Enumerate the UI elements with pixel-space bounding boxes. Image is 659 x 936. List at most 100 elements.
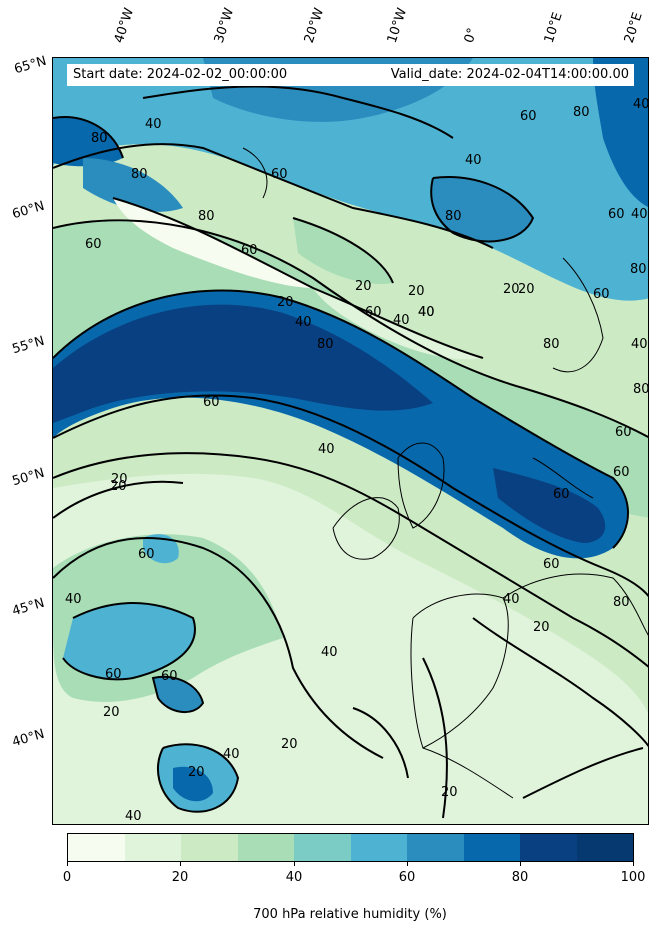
lat-label-60n: 60°N bbox=[10, 198, 47, 223]
humidity-map: 80 40 60 80 60 40 60 80 60 80 40 60 80 2… bbox=[53, 58, 649, 824]
contour-label: 20 bbox=[441, 785, 458, 800]
contour-label: 60 bbox=[608, 207, 625, 222]
lon-label-10w: 10°W bbox=[384, 6, 411, 45]
contour-label: 80 bbox=[198, 209, 215, 224]
map-panel: 80 40 60 80 60 40 60 80 60 80 40 60 80 2… bbox=[52, 57, 649, 825]
colorbar bbox=[67, 833, 634, 862]
colorbar-tickmark bbox=[67, 862, 68, 866]
start-date-text: Start date: 2024-02-02_00:00:00 bbox=[73, 67, 288, 82]
colorbar-swatch bbox=[463, 834, 520, 861]
contour-label: 40 bbox=[125, 809, 142, 824]
colorbar-swatch bbox=[181, 834, 238, 861]
contour-label: 20 bbox=[408, 284, 425, 299]
scandinavia-blue bbox=[593, 58, 648, 207]
contour-label: 20 bbox=[188, 765, 205, 780]
contour-label: 40 bbox=[418, 305, 435, 320]
colorbar-swatch bbox=[294, 834, 351, 861]
contour-label: 40 bbox=[503, 592, 520, 607]
contour-label-group: 80 40 60 80 60 40 60 80 60 80 40 60 80 2… bbox=[65, 97, 649, 824]
contour-label: 20 bbox=[277, 295, 294, 310]
colorbar-swatch bbox=[68, 834, 125, 861]
contour-label: 40 bbox=[393, 313, 410, 328]
lon-label-20w: 20°W bbox=[301, 6, 328, 45]
lon-label-20e: 20°E bbox=[621, 10, 646, 46]
lat-label-45n: 45°N bbox=[10, 595, 47, 620]
contour-label: 60 bbox=[161, 669, 178, 684]
colorbar-tick-label: 0 bbox=[62, 870, 72, 885]
contour-label: 80 bbox=[613, 595, 630, 610]
north-sea-blue bbox=[431, 177, 533, 242]
deep-blue-core bbox=[53, 304, 433, 423]
contour-lines bbox=[53, 85, 648, 819]
date-info-bar: Start date: 2024-02-02_00:00:00 Valid_da… bbox=[67, 64, 634, 86]
contour-label: 20 bbox=[103, 705, 120, 720]
iceland-blue bbox=[83, 158, 183, 212]
contour-label: 20 bbox=[503, 282, 520, 297]
north-green-patch bbox=[293, 218, 393, 284]
colorbar-tick-label: 40 bbox=[285, 870, 303, 885]
contour-label: 20 bbox=[355, 279, 372, 294]
atlantic-cyan-patch bbox=[63, 603, 195, 680]
contour-label: 60 bbox=[553, 487, 570, 502]
contour-label: 60 bbox=[241, 243, 258, 258]
colorbar-tickmark bbox=[294, 862, 295, 866]
contour-label: 80 bbox=[633, 382, 649, 397]
colorbar-tickmark bbox=[520, 862, 521, 866]
contour-label: 60 bbox=[613, 465, 630, 480]
lat-label-55n: 55°N bbox=[10, 333, 47, 358]
contour-label: 40 bbox=[631, 207, 648, 222]
contour-label: 80 bbox=[573, 105, 590, 120]
colorbar-tick-label: 100 bbox=[620, 870, 646, 885]
contour-label: 60 bbox=[271, 167, 288, 182]
coastlines bbox=[242, 147, 648, 799]
contour-label: 60 bbox=[203, 395, 220, 410]
contour-label: 20 bbox=[518, 282, 535, 297]
colorbar-tick-label: 80 bbox=[511, 870, 529, 885]
colorbar-swatch bbox=[124, 834, 181, 861]
contour-label: 40 bbox=[321, 645, 338, 660]
contour-label: 20 bbox=[533, 620, 550, 635]
contour-label: 40 bbox=[631, 337, 648, 352]
contour-label: 60 bbox=[615, 425, 632, 440]
lon-label-0: 0° bbox=[461, 26, 481, 45]
contour-label: 20 bbox=[281, 737, 298, 752]
lon-label-10e: 10°E bbox=[541, 10, 566, 46]
colorbar-tickmark bbox=[407, 862, 408, 866]
lat-label-40n: 40°N bbox=[10, 726, 47, 751]
contour-label: 60 bbox=[543, 557, 560, 572]
contour-label: 40 bbox=[223, 747, 240, 762]
colorbar-swatch bbox=[350, 834, 407, 861]
northwest-blue bbox=[53, 117, 123, 167]
contour-label: 80 bbox=[317, 337, 334, 352]
contour-label: 20 bbox=[110, 479, 127, 494]
contour-label: 40 bbox=[633, 97, 649, 112]
contour-label: 40 bbox=[295, 315, 312, 330]
contour-label: 40 bbox=[65, 592, 82, 607]
contour-label: 80 bbox=[91, 131, 108, 146]
colorbar-swatch bbox=[407, 834, 464, 861]
contour-label: 80 bbox=[543, 337, 560, 352]
lon-label-30w: 30°W bbox=[211, 6, 238, 45]
colorbar-tickmark bbox=[180, 862, 181, 866]
contour-label: 60 bbox=[520, 109, 537, 124]
contour-label: 80 bbox=[131, 167, 148, 182]
lon-label-40w: 40°W bbox=[111, 6, 138, 45]
contour-label: 40 bbox=[145, 117, 162, 132]
contour-label: 60 bbox=[365, 305, 382, 320]
contour-label: 40 bbox=[318, 442, 335, 457]
valid-date-text: Valid_date: 2024-02-04T14:00:00.00 bbox=[390, 67, 629, 82]
contour-label: 40 bbox=[465, 153, 482, 168]
colorbar-tickmark bbox=[633, 862, 634, 866]
lat-label-65n: 65°N bbox=[12, 53, 49, 78]
europe-deep-core bbox=[493, 468, 606, 543]
contour-label: 80 bbox=[630, 262, 647, 277]
contour-label: 40 bbox=[418, 305, 435, 320]
contour-label: 80 bbox=[445, 209, 462, 224]
colorbar-label: 700 hPa relative humidity (%) bbox=[253, 907, 447, 922]
colorbar-tick-label: 60 bbox=[398, 870, 416, 885]
colorbar-tick-label: 20 bbox=[171, 870, 189, 885]
colorbar-swatch bbox=[237, 834, 294, 861]
contour-label: 20 bbox=[111, 472, 128, 487]
contour-label: 60 bbox=[105, 667, 122, 682]
lat-label-50n: 50°N bbox=[10, 465, 47, 490]
